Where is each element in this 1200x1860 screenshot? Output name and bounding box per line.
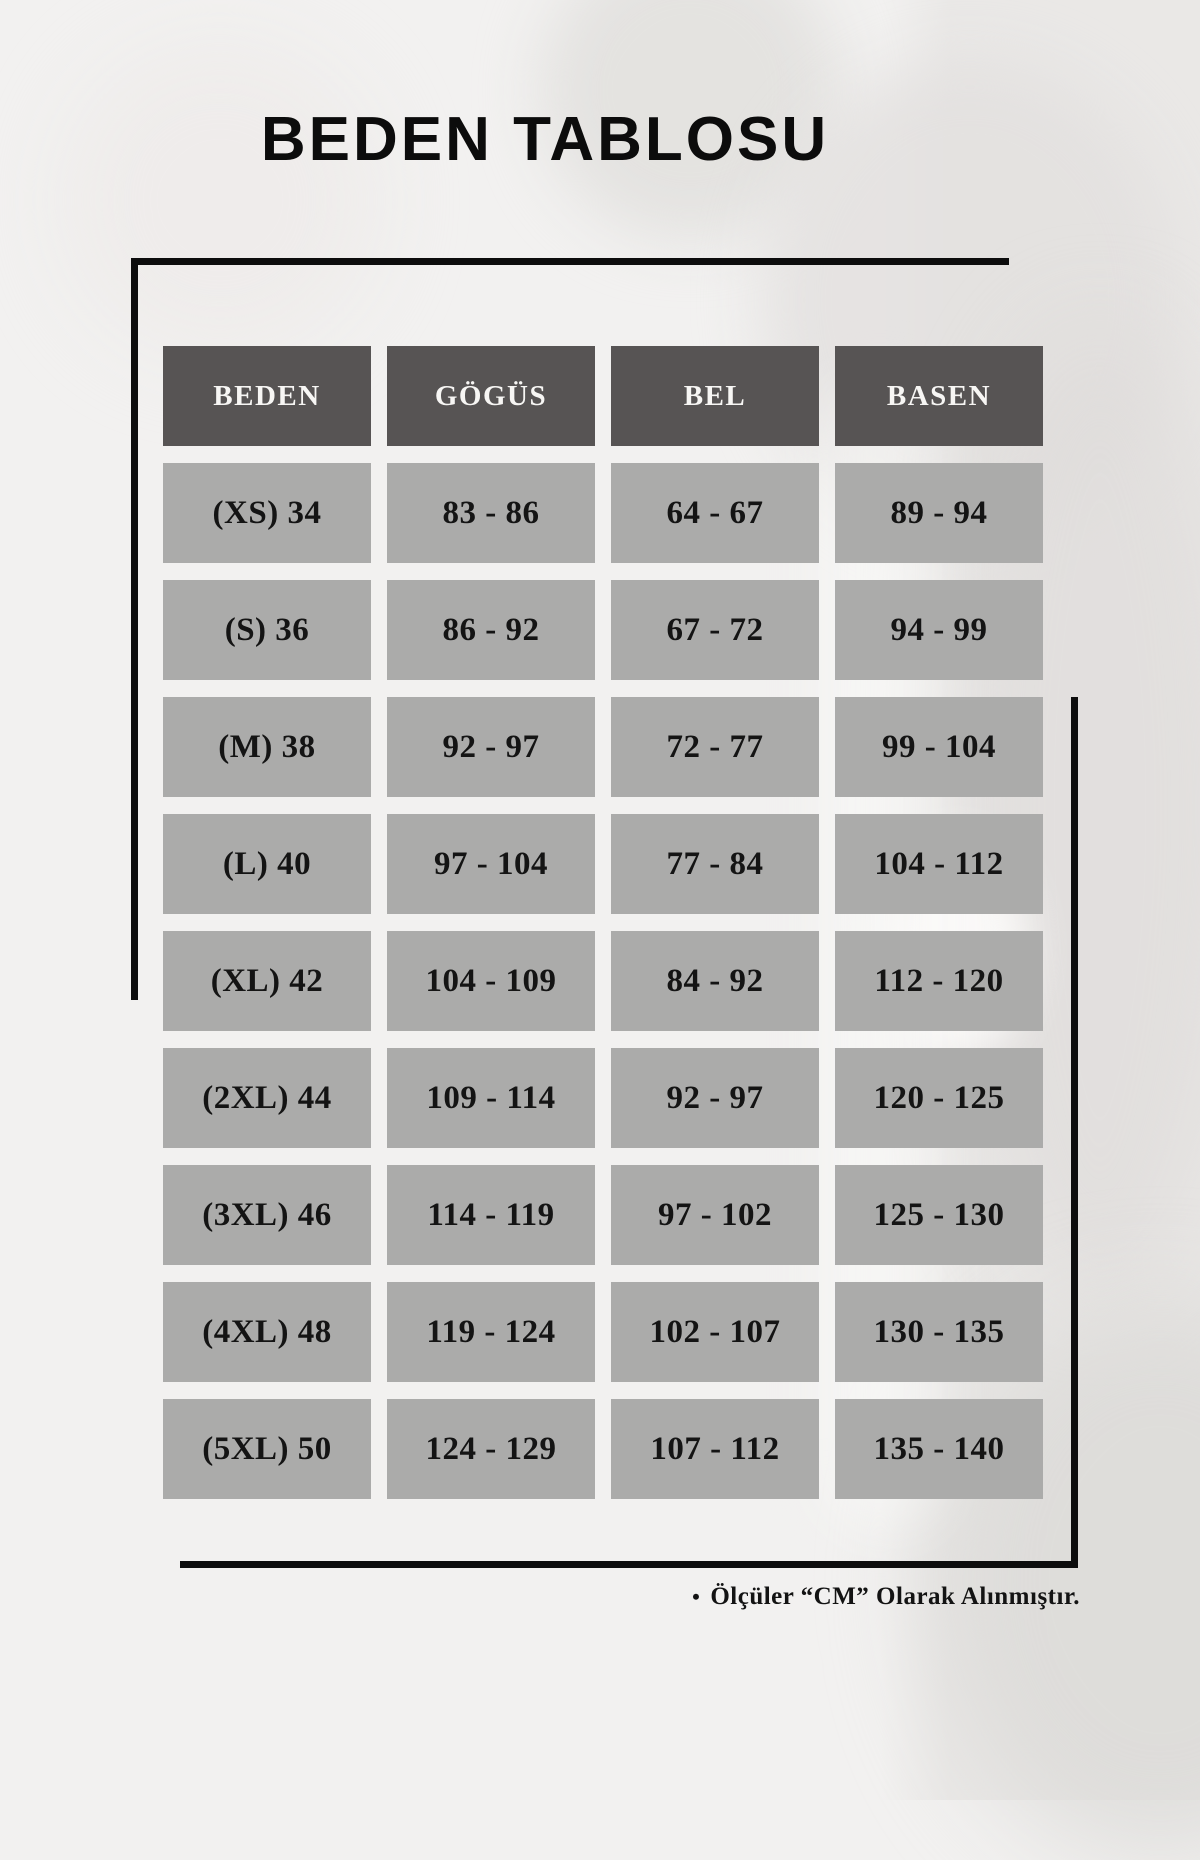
units-footnote-text: Ölçüler “CM” Olarak Alınmıştır. [710, 1583, 1080, 1610]
bottom-frame-horizontal-line [180, 1561, 1078, 1568]
measurement-cell: 83 - 86 [387, 463, 595, 563]
top-frame-vertical-line [131, 258, 138, 1000]
measurement-cell: 104 - 109 [387, 931, 595, 1031]
measurement-cell: 135 - 140 [835, 1399, 1043, 1499]
measurement-cell: 130 - 135 [835, 1282, 1043, 1382]
measurement-cell: 97 - 102 [611, 1165, 819, 1265]
measurement-cell: 86 - 92 [387, 580, 595, 680]
measurement-cell: 109 - 114 [387, 1048, 595, 1148]
size-cell: (XL) 42 [163, 931, 371, 1031]
measurement-cell: 112 - 120 [835, 931, 1043, 1031]
units-footnote: • Ölçüler “CM” Olarak Alınmıştır. [400, 1583, 1080, 1611]
bottom-frame-vertical-line [1071, 697, 1078, 1568]
background-highlight [60, 40, 380, 360]
size-cell: (4XL) 48 [163, 1282, 371, 1382]
measurement-cell: 84 - 92 [611, 931, 819, 1031]
bullet-icon: • [692, 1584, 701, 1609]
measurement-cell: 125 - 130 [835, 1165, 1043, 1265]
header-cell: BASEN [835, 346, 1043, 446]
measurement-cell: 94 - 99 [835, 580, 1043, 680]
measurement-cell: 119 - 124 [387, 1282, 595, 1382]
measurement-cell: 92 - 97 [611, 1048, 819, 1148]
measurement-cell: 72 - 77 [611, 697, 819, 797]
size-cell: (S) 36 [163, 580, 371, 680]
size-cell: (3XL) 46 [163, 1165, 371, 1265]
size-table: BEDEN GÖGÜS BEL BASEN (XS) 34 83 - 86 64 - 67 8… [163, 346, 1043, 1499]
measurement-cell: 107 - 112 [611, 1399, 819, 1499]
size-cell: (M) 38 [163, 697, 371, 797]
measurement-cell: 124 - 129 [387, 1399, 595, 1499]
size-cell: (L) 40 [163, 814, 371, 914]
measurement-cell: 67 - 72 [611, 580, 819, 680]
measurement-cell: 120 - 125 [835, 1048, 1043, 1148]
measurement-cell: 97 - 104 [387, 814, 595, 914]
measurement-cell: 64 - 67 [611, 463, 819, 563]
header-cell: BEDEN [163, 346, 371, 446]
size-cell: (XS) 34 [163, 463, 371, 563]
measurement-cell: 104 - 112 [835, 814, 1043, 914]
header-cell: GÖGÜS [387, 346, 595, 446]
measurement-cell: 102 - 107 [611, 1282, 819, 1382]
header-cell: BEL [611, 346, 819, 446]
page-title: BEDEN TABLOSU [260, 105, 830, 174]
measurement-cell: 92 - 97 [387, 697, 595, 797]
top-frame-horizontal-line [131, 258, 1009, 265]
measurement-cell: 99 - 104 [835, 697, 1043, 797]
measurement-cell: 77 - 84 [611, 814, 819, 914]
size-cell: (5XL) 50 [163, 1399, 371, 1499]
size-cell: (2XL) 44 [163, 1048, 371, 1148]
measurement-cell: 114 - 119 [387, 1165, 595, 1265]
measurement-cell: 89 - 94 [835, 463, 1043, 563]
